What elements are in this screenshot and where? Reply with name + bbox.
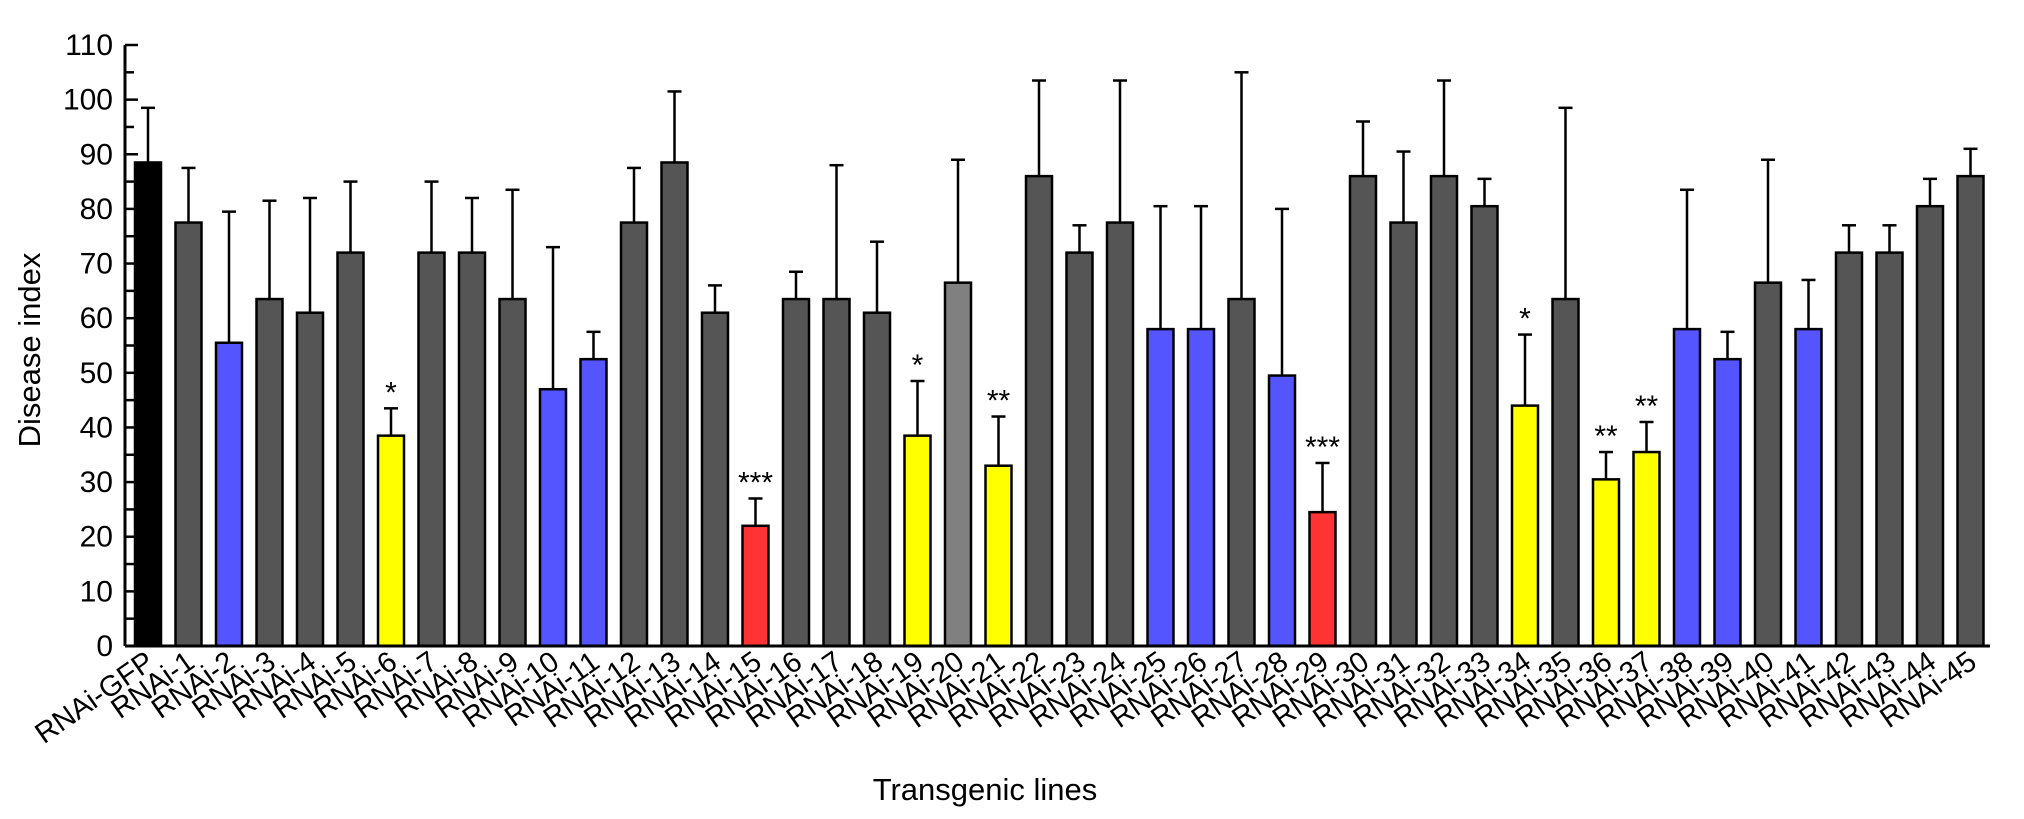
bar-rnai-24 <box>1105 221 1135 648</box>
bar-rnai-22 <box>1024 174 1054 648</box>
bar-rnai-5 <box>336 251 365 648</box>
y-tick-label: 10 <box>80 575 113 608</box>
y-tick-label: 40 <box>80 411 113 444</box>
bar-rnai-17 <box>822 297 851 648</box>
bar-rnai-3 <box>255 297 284 648</box>
y-tick-label: 20 <box>80 521 113 554</box>
significance-marker: ** <box>1635 390 1659 423</box>
y-axis: 0 10 20 30 40 50 60 70 80 90 100 110 <box>63 29 138 663</box>
bar-rnai-21 <box>984 464 1013 648</box>
y-tick-label: 0 <box>96 630 113 663</box>
significance-marker: ** <box>987 385 1011 418</box>
bar-rnai-15 <box>741 524 770 648</box>
y-axis-title: Disease index <box>12 252 47 447</box>
bar-rnai-25 <box>1146 327 1175 648</box>
significance-marker: *** <box>1305 431 1340 464</box>
bar-rnai-31 <box>1389 221 1418 648</box>
bar-rnai-40 <box>1753 281 1783 648</box>
bar-rnai-30 <box>1348 174 1378 648</box>
bar-rnai-23 <box>1065 251 1094 648</box>
y-tick-label: 80 <box>80 193 113 226</box>
bar-rnai-18 <box>862 311 892 648</box>
bar-rnai-29 <box>1308 510 1337 648</box>
bar-rnai-1 <box>174 221 203 648</box>
bar-rnai-32 <box>1429 174 1459 648</box>
y-tick-label: 100 <box>63 84 113 117</box>
bar-rnai-42 <box>1834 251 1864 648</box>
y-tick-label: 90 <box>80 138 113 171</box>
x-tick-labels: RNAi-GFPRNAi-1RNAi-2RNAi-3RNAi-4RNAi-5RN… <box>29 646 1982 751</box>
x-axis-title: Transgenic lines <box>873 772 1098 807</box>
bar-rnai-20 <box>943 281 973 648</box>
bar-rnai-4 <box>295 311 325 648</box>
significance-marker: * <box>912 349 924 382</box>
bar-rnai-6 <box>376 434 406 648</box>
bar-rnai-27 <box>1227 297 1256 648</box>
bar-rnai-38 <box>1672 327 1702 648</box>
y-tick-label: 110 <box>65 29 113 62</box>
significance-marker: ** <box>1594 420 1618 453</box>
bar-rnai-2 <box>214 341 244 648</box>
bars: *************** <box>133 71 1985 648</box>
bar-rnai-gfp <box>133 161 163 648</box>
bar-rnai-19 <box>903 434 932 648</box>
bar-rnai-34 <box>1510 404 1540 648</box>
bar-rnai-14 <box>700 311 730 648</box>
bar-rnai-43 <box>1875 251 1904 648</box>
bar-rnai-45 <box>1956 174 1985 648</box>
y-tick-label: 50 <box>80 357 113 390</box>
bar-rnai-9 <box>498 297 527 648</box>
bar-rnai-44 <box>1915 204 1945 648</box>
bar-rnai-36 <box>1591 478 1621 648</box>
bar-rnai-37 <box>1632 450 1661 648</box>
y-tick-label: 70 <box>80 248 113 281</box>
bar-rnai-10 <box>538 387 568 648</box>
bar-rnai-16 <box>781 297 811 648</box>
bar-rnai-8 <box>457 251 487 648</box>
bar-rnai-28 <box>1267 374 1297 648</box>
bar-rnai-35 <box>1551 297 1580 648</box>
significance-marker: * <box>385 376 397 409</box>
bar-rnai-7 <box>417 251 446 648</box>
bar-rnai-26 <box>1186 327 1216 648</box>
significance-marker: * <box>1519 303 1531 336</box>
y-tick-label: 30 <box>80 466 113 499</box>
bar-rnai-13 <box>660 161 689 648</box>
bar-rnai-33 <box>1470 204 1499 648</box>
significance-marker: *** <box>738 466 773 499</box>
bar-rnai-41 <box>1794 327 1823 648</box>
bar-rnai-11 <box>579 357 608 648</box>
y-tick-label: 60 <box>80 302 113 335</box>
bar-rnai-39 <box>1713 357 1742 648</box>
bar-rnai-12 <box>619 221 649 648</box>
